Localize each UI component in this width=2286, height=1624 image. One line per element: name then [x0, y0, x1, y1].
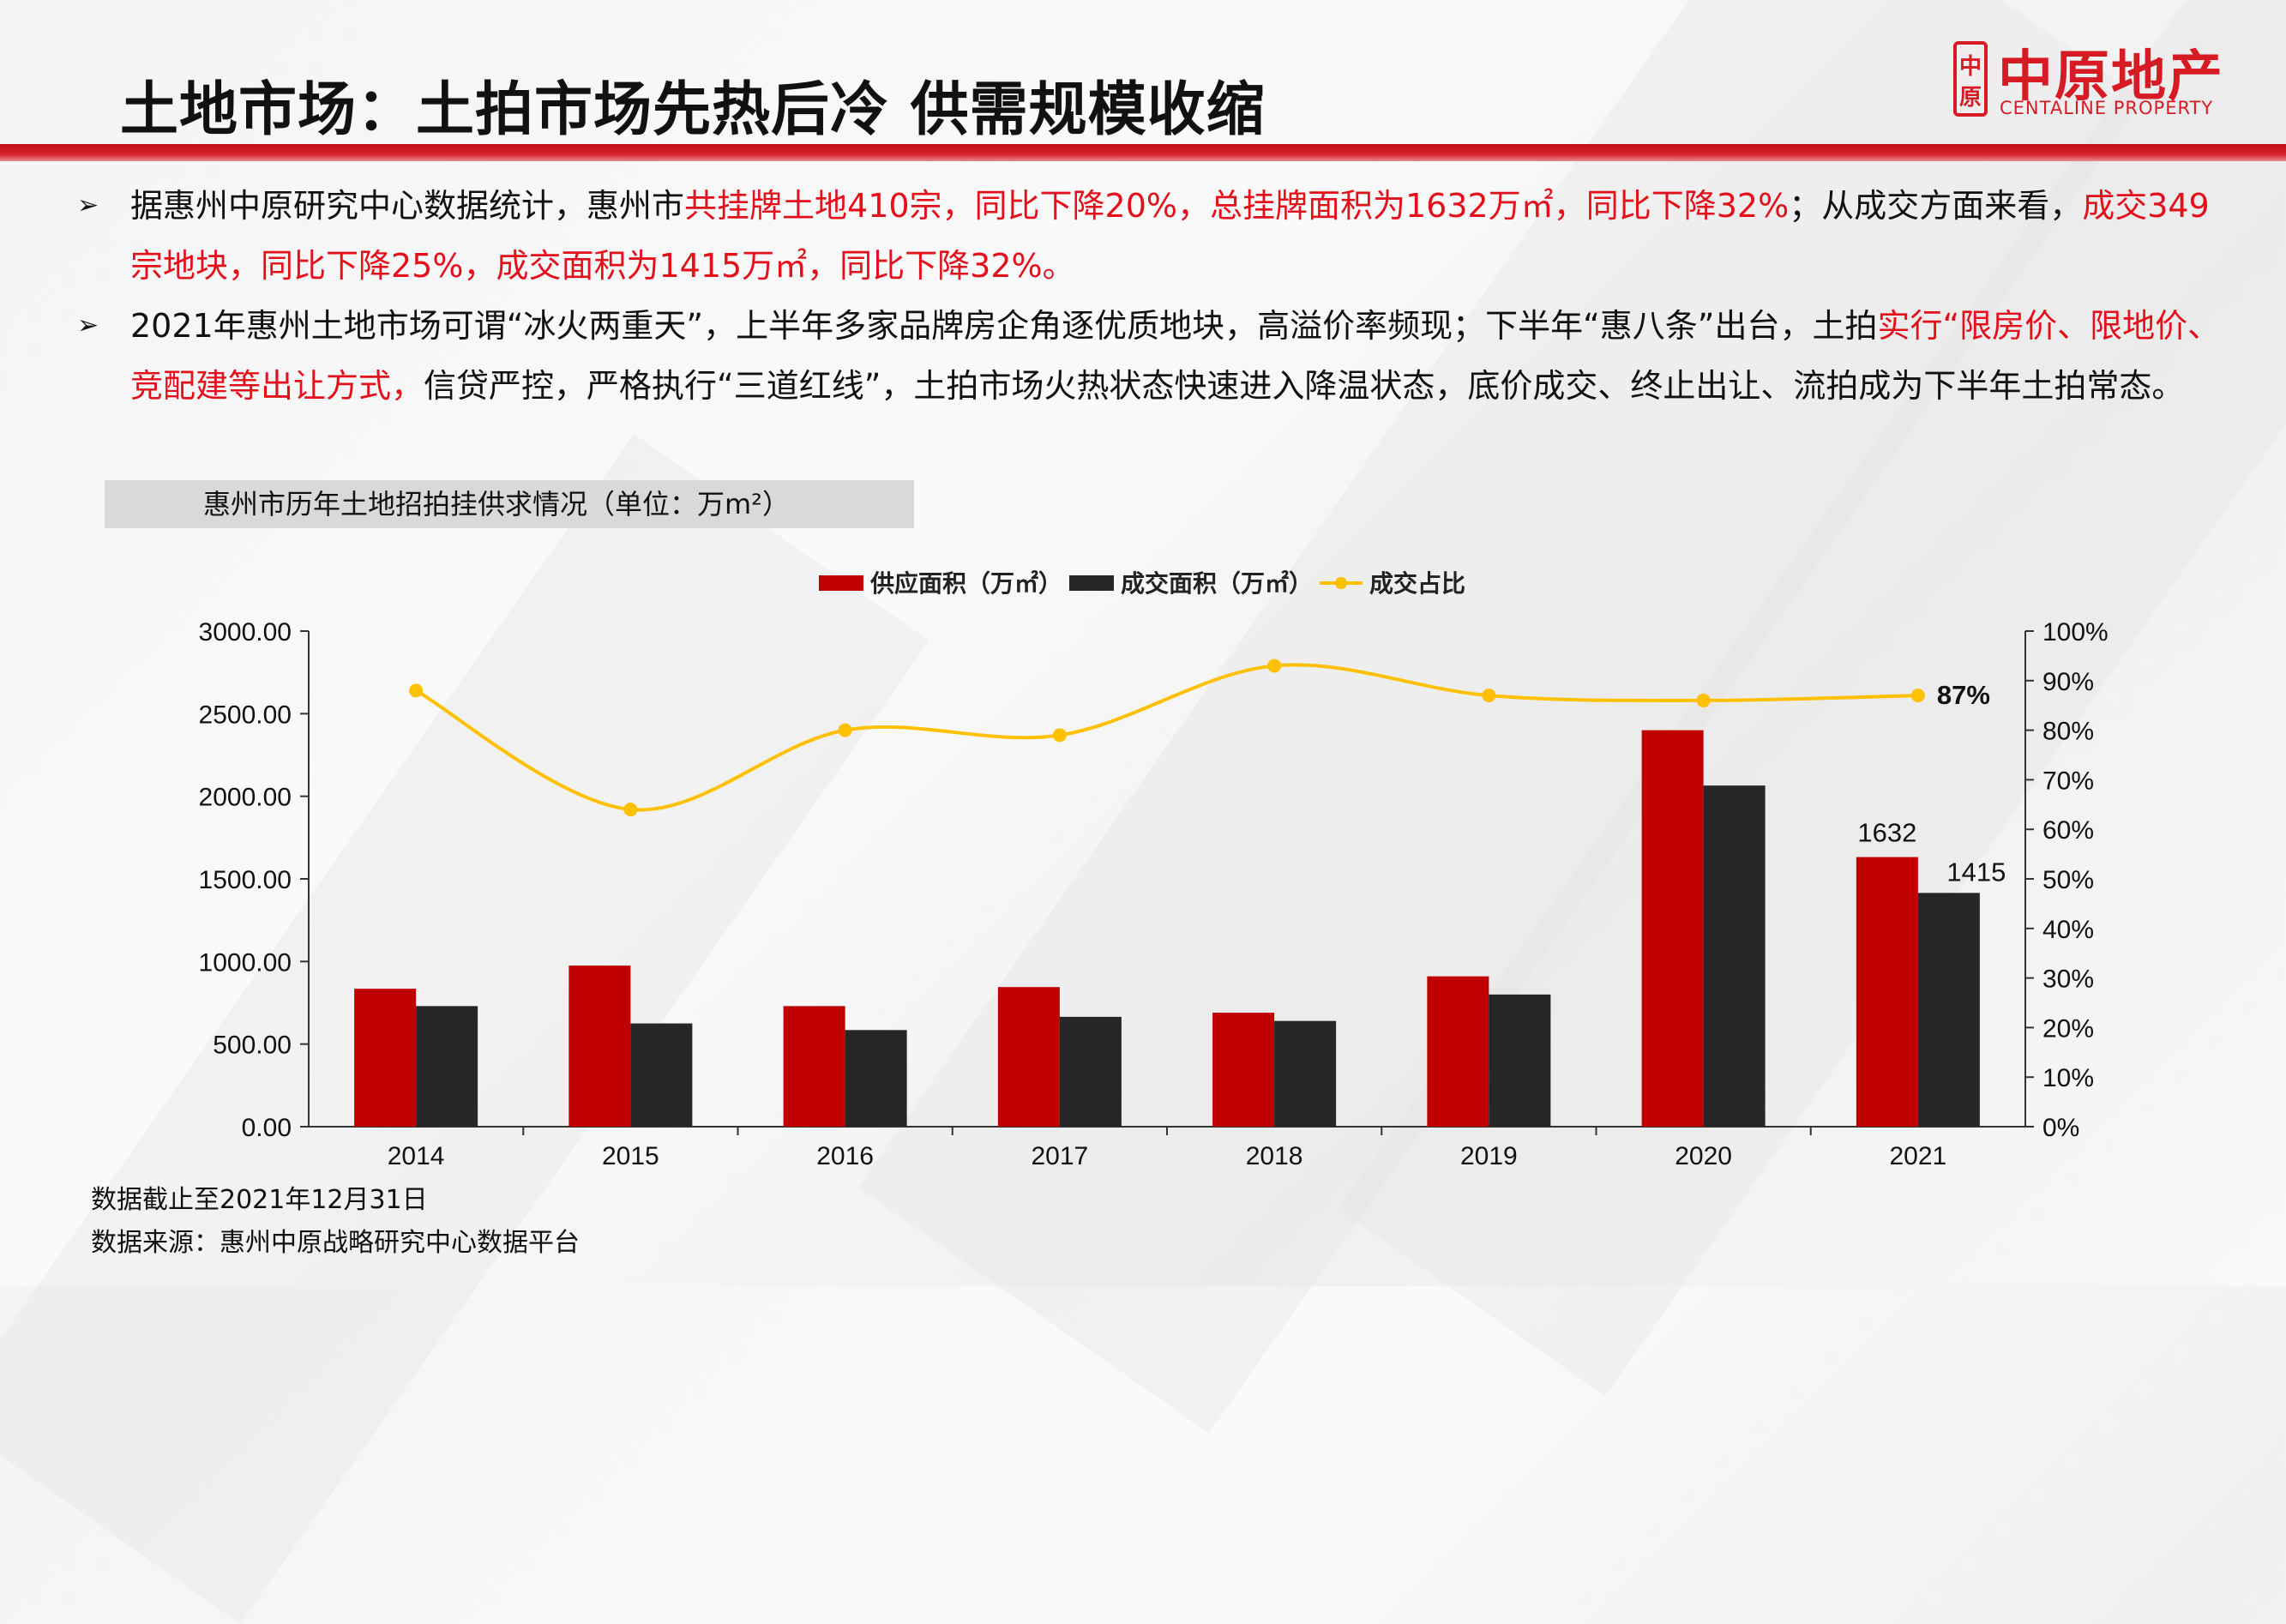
bullet-item: ➢ 2021年惠州土地市场可谓“冰火两重天”，上半年多家品牌房企角逐优质地块，高…: [77, 296, 2238, 416]
ratio-line: [415, 663, 1918, 812]
land-supply-chart: 0.00 500.00 1000.00 1500.00 2000.00 2500.00 30…: [199, 569, 2109, 1166]
page-title: 土地市场：土拍市场先热后冷 供需规模收缩: [120, 76, 1266, 144]
y-right-tick-label: 30%: [2042, 965, 2094, 994]
bar-transaction: [1917, 893, 1980, 1127]
bullet-plain-text: 2021年惠州土地市场可谓“冰火两重天”，上半年多家品牌房企角逐优质地块，高溢价…: [130, 307, 1878, 345]
y-left-tick-label: 1000.00: [199, 948, 292, 977]
y-right-tick-label: 50%: [2042, 866, 2094, 894]
legend-label: 成交占比: [1369, 569, 1465, 597]
bullet-text: 2021年惠州土地市场可谓“冰火两重天”，上半年多家品牌房企角逐优质地块，高溢价…: [130, 307, 2220, 405]
legend-marker: [1335, 577, 1347, 589]
bar-supply: [568, 965, 631, 1127]
legend-label: 供应面积（万㎡）: [869, 569, 1062, 597]
y-left-tick-label: 0.00: [242, 1114, 292, 1142]
bar-transaction: [1489, 994, 1551, 1127]
x-tick-label: 2015: [602, 1142, 659, 1166]
logo-seal-char-2: 原: [1959, 85, 1982, 111]
bullet-list: ➢ 据惠州中原研究中心数据统计，惠州市共挂牌土地410宗，同比下降20%，总挂牌…: [77, 176, 2238, 416]
bullet-highlight-text: 共挂牌土地410宗，同比下降20%，总挂牌面积为1632万㎡，同比下降32%: [684, 187, 1790, 225]
legend-swatch: [819, 575, 863, 591]
y-left-tick-label: 2500.00: [199, 701, 292, 729]
ratio-point: [623, 803, 638, 817]
bar-transaction: [1274, 1020, 1337, 1127]
ratio-point: [409, 683, 424, 698]
logo-text-cn: 中原地产: [1998, 45, 2224, 109]
bar-transaction: [1059, 1016, 1122, 1127]
x-tick-label: 2021: [1890, 1142, 1947, 1166]
data-label: 87%: [1937, 680, 1990, 710]
x-tick-label: 2017: [1032, 1142, 1089, 1166]
logo-seal-icon: 中 原: [1953, 41, 1988, 117]
company-logo: 中 原 中原地产 CENTALINE PROPERTY: [1953, 38, 2228, 123]
bullet-plain-text: 信贷严控，严格执行“三道红线”，土拍市场火热状态快速进入降温状态，底价成交、终止…: [424, 367, 2185, 405]
bullet-plain-text: ；从成交方面来看，: [1789, 187, 2083, 225]
y-right-tick-label: 90%: [2042, 668, 2094, 696]
bullet-highlight-text: 成交349宗地块，同比下降25%，成交面积为1415万㎡，同比下降32%。: [130, 187, 2210, 285]
x-tick-label: 2018: [1246, 1142, 1303, 1166]
y-right-tick-label: 40%: [2042, 916, 2094, 944]
bar-transaction: [416, 1006, 478, 1127]
bar-transaction: [630, 1023, 693, 1127]
x-tick-label: 2020: [1675, 1142, 1732, 1166]
ratio-point: [1267, 659, 1282, 673]
legend-swatch: [1069, 575, 1114, 591]
y-left-tick-label: 1500.00: [199, 866, 292, 894]
ratio-point: [1052, 728, 1067, 743]
bullet-highlight-text: 实行“限房价、限地价、竞配建等出让方式，: [130, 307, 2221, 405]
y-right-tick-label: 70%: [2042, 767, 2094, 795]
bar-supply: [1641, 730, 1704, 1127]
logo-seal-char-1: 中: [1959, 54, 1982, 80]
bullet-text: 据惠州中原研究中心数据统计，惠州市共挂牌土地410宗，同比下降20%，总挂牌面积…: [130, 187, 2210, 285]
bar-transaction: [1703, 785, 1766, 1127]
y-right-tick-label: 100%: [2042, 618, 2109, 647]
y-right-tick-label: 80%: [2042, 718, 2094, 746]
bullet-plain-text: 据惠州中原研究中心数据统计，惠州市: [130, 187, 685, 225]
title-underline-bar: [0, 144, 2286, 161]
chart-title-box: 惠州市历年土地招拍挂供求情况（单位：万m²）: [105, 480, 914, 528]
bar-supply: [1427, 976, 1489, 1127]
bar-supply: [1856, 857, 1918, 1127]
y-right-tick-label: 60%: [2042, 816, 2094, 845]
bar-supply: [783, 1006, 845, 1127]
ratio-point: [1696, 693, 1711, 707]
data-cutoff-note: 数据截止至2021年12月31日: [91, 1185, 428, 1215]
bar-supply: [354, 989, 417, 1127]
bar-transaction: [845, 1030, 907, 1127]
y-left-tick-label: 3000.00: [199, 618, 292, 647]
bullet-item: ➢ 据惠州中原研究中心数据统计，惠州市共挂牌土地410宗，同比下降20%，总挂牌…: [77, 176, 2238, 296]
bar-supply: [997, 987, 1060, 1127]
x-tick-label: 2014: [388, 1142, 445, 1166]
chart-title: 惠州市历年土地招拍挂供求情况（单位：万m²）: [203, 488, 791, 520]
y-right-tick-label: 20%: [2042, 1014, 2094, 1043]
y-left-tick-label: 2000.00: [199, 784, 292, 812]
legend-label: 成交面积（万㎡）: [1121, 569, 1313, 597]
y-right-tick-label: 0%: [2042, 1114, 2079, 1142]
bar-supply: [1212, 1013, 1275, 1127]
y-right-tick-label: 10%: [2042, 1064, 2094, 1092]
x-tick-label: 2019: [1460, 1142, 1518, 1166]
data-label: 1632: [1857, 818, 1916, 848]
arrow-bullet-icon: ➢: [77, 310, 99, 340]
ratio-point: [1482, 689, 1496, 703]
arrow-bullet-icon: ➢: [77, 190, 99, 220]
ratio-point: [1910, 689, 1925, 703]
logo-text-en: CENTALINE PROPERTY: [2000, 98, 2214, 118]
y-left-tick-label: 500.00: [213, 1032, 292, 1060]
x-tick-label: 2016: [816, 1142, 874, 1166]
ratio-point: [838, 723, 852, 737]
data-label: 1415: [1946, 857, 2006, 887]
data-source-note: 数据来源：惠州中原战略研究中心数据平台: [91, 1228, 580, 1258]
